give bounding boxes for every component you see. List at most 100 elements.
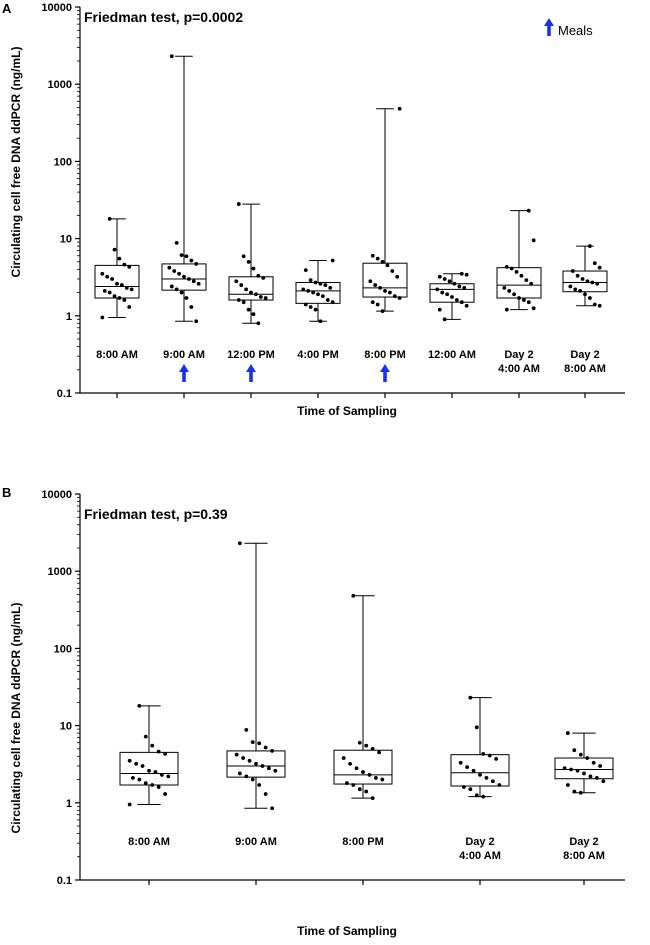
data-point xyxy=(244,774,249,779)
x-tick-label: 8:00 PM xyxy=(364,349,406,361)
data-point xyxy=(458,760,463,765)
data-point xyxy=(150,743,155,748)
data-point xyxy=(129,287,134,292)
data-point xyxy=(316,292,320,297)
panel-b-title: Friedman test, p=0.39 xyxy=(84,506,228,522)
data-point xyxy=(184,296,189,300)
meal-arrow-icon xyxy=(380,364,390,382)
data-point xyxy=(237,771,242,776)
data-point xyxy=(153,770,158,774)
panel-letter-b: B xyxy=(2,485,11,500)
data-point xyxy=(119,283,124,287)
meal-arrow-icon xyxy=(179,364,189,382)
data-point xyxy=(273,768,278,773)
data-point xyxy=(351,593,356,598)
iqr-box xyxy=(496,267,542,299)
data-point xyxy=(194,262,199,266)
data-point xyxy=(186,277,191,281)
data-point xyxy=(320,294,325,298)
data-point xyxy=(251,312,256,317)
data-point xyxy=(127,264,132,269)
data-point xyxy=(254,761,258,766)
data-point xyxy=(487,753,492,758)
panel-a-xlabel: Time of Sampling xyxy=(297,404,397,418)
data-point xyxy=(531,238,536,243)
data-point xyxy=(257,783,262,787)
y-tick-label: 1 xyxy=(66,798,72,810)
data-point xyxy=(519,273,524,278)
data-point xyxy=(529,281,534,286)
data-point xyxy=(112,247,117,252)
data-point xyxy=(184,254,189,259)
data-point xyxy=(580,277,585,281)
iqr-box xyxy=(161,263,207,291)
data-point xyxy=(592,261,597,266)
panel-b-plot: 0.1 1 10 100 1000 10000 8:00 AM 9:00 AM 8:00 PM D… xyxy=(41,489,625,887)
data-point xyxy=(361,770,365,774)
data-point xyxy=(502,285,507,290)
data-point xyxy=(457,284,462,289)
x-tick-label: 4:00 PM xyxy=(297,349,339,361)
data-point xyxy=(368,279,373,284)
data-point xyxy=(163,751,168,756)
data-point xyxy=(465,765,470,770)
data-point xyxy=(385,263,390,268)
iqr-box xyxy=(228,276,274,301)
data-point xyxy=(266,766,271,771)
data-point xyxy=(387,290,392,295)
data-point xyxy=(234,279,239,284)
data-point xyxy=(308,278,313,283)
data-point xyxy=(166,774,171,779)
data-point xyxy=(573,287,578,292)
data-point xyxy=(397,296,402,300)
data-point xyxy=(244,287,249,292)
data-point xyxy=(526,300,531,305)
data-point xyxy=(357,740,362,745)
data-point xyxy=(260,764,265,768)
iqr-box xyxy=(554,757,614,780)
data-point xyxy=(124,285,129,290)
iqr-box xyxy=(226,750,286,778)
data-point xyxy=(442,317,447,322)
data-point xyxy=(459,271,464,276)
meals-legend-label: Meals xyxy=(558,23,593,38)
data-point xyxy=(251,266,256,271)
data-point xyxy=(318,319,323,324)
data-point xyxy=(117,256,122,261)
data-point xyxy=(478,772,482,777)
panel-a-plot: 0.1 1 10 100 1000 10000 8:00 AM 9:00 AM 12:00 PM… xyxy=(41,2,625,400)
data-point xyxy=(313,280,318,285)
data-point xyxy=(364,743,369,748)
data-point xyxy=(247,758,252,763)
data-point xyxy=(587,244,592,248)
y-tick-label: 10000 xyxy=(41,2,72,14)
data-point xyxy=(236,298,241,302)
data-point xyxy=(351,783,356,787)
y-tick-label: 1 xyxy=(66,311,72,323)
data-point xyxy=(474,793,479,798)
data-point xyxy=(383,289,387,293)
data-point xyxy=(263,745,268,750)
data-point xyxy=(196,281,201,286)
data-point xyxy=(375,256,380,261)
data-point xyxy=(588,774,593,779)
data-point xyxy=(468,787,473,792)
data-point xyxy=(239,283,244,287)
data-point xyxy=(572,748,577,753)
data-point xyxy=(308,305,313,309)
data-point xyxy=(509,266,514,271)
data-point xyxy=(370,746,375,751)
iqr-box xyxy=(333,749,393,785)
data-point xyxy=(117,296,122,300)
x-tick-label: 8:00 AM xyxy=(563,850,605,862)
data-point xyxy=(595,281,600,286)
data-point xyxy=(524,278,529,283)
data-point xyxy=(301,287,306,292)
data-point xyxy=(390,269,395,273)
data-point xyxy=(377,750,382,755)
data-point xyxy=(246,307,251,312)
data-point xyxy=(156,785,161,789)
iqr-box xyxy=(295,281,341,304)
data-point xyxy=(163,792,168,796)
